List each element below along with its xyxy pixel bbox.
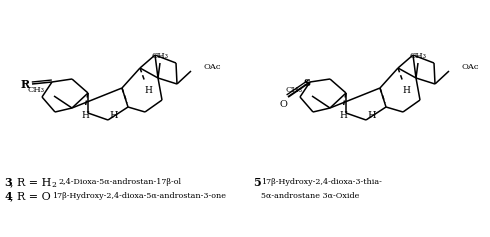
Text: 4: 4 [4,191,12,201]
Text: CH₃: CH₃ [151,52,169,60]
Text: 3: 3 [4,177,12,187]
Text: 17β-Hydroxy-2,4-dioxa-3-thia-: 17β-Hydroxy-2,4-dioxa-3-thia- [261,178,382,186]
Text: H: H [110,110,118,119]
Text: 2,4-Dioxa-5α-androstan-17β-ol: 2,4-Dioxa-5α-androstan-17β-ol [58,178,181,186]
Text: OAc: OAc [461,63,479,71]
Text: CH₃: CH₃ [410,52,426,60]
Text: CH₃: CH₃ [285,86,302,94]
Text: OAc: OAc [203,63,220,71]
Text: , R = O: , R = O [10,191,51,201]
Text: 5: 5 [253,177,261,187]
Text: H: H [402,86,410,95]
Text: H: H [81,110,89,119]
Text: , R = H: , R = H [10,177,51,187]
Text: H: H [368,110,376,119]
Text: O: O [279,100,287,109]
Text: 2: 2 [51,181,56,189]
Text: H: H [339,110,347,119]
Text: R: R [21,78,29,90]
Text: 17β-Hydroxy-2,4-dioxa-5α-androstan-3-one: 17β-Hydroxy-2,4-dioxa-5α-androstan-3-one [52,192,226,200]
Text: CH₃: CH₃ [27,86,44,94]
Text: H: H [144,86,152,95]
Text: S: S [303,78,311,87]
Text: 5α-androstane 3α-Oxide: 5α-androstane 3α-Oxide [261,192,359,200]
